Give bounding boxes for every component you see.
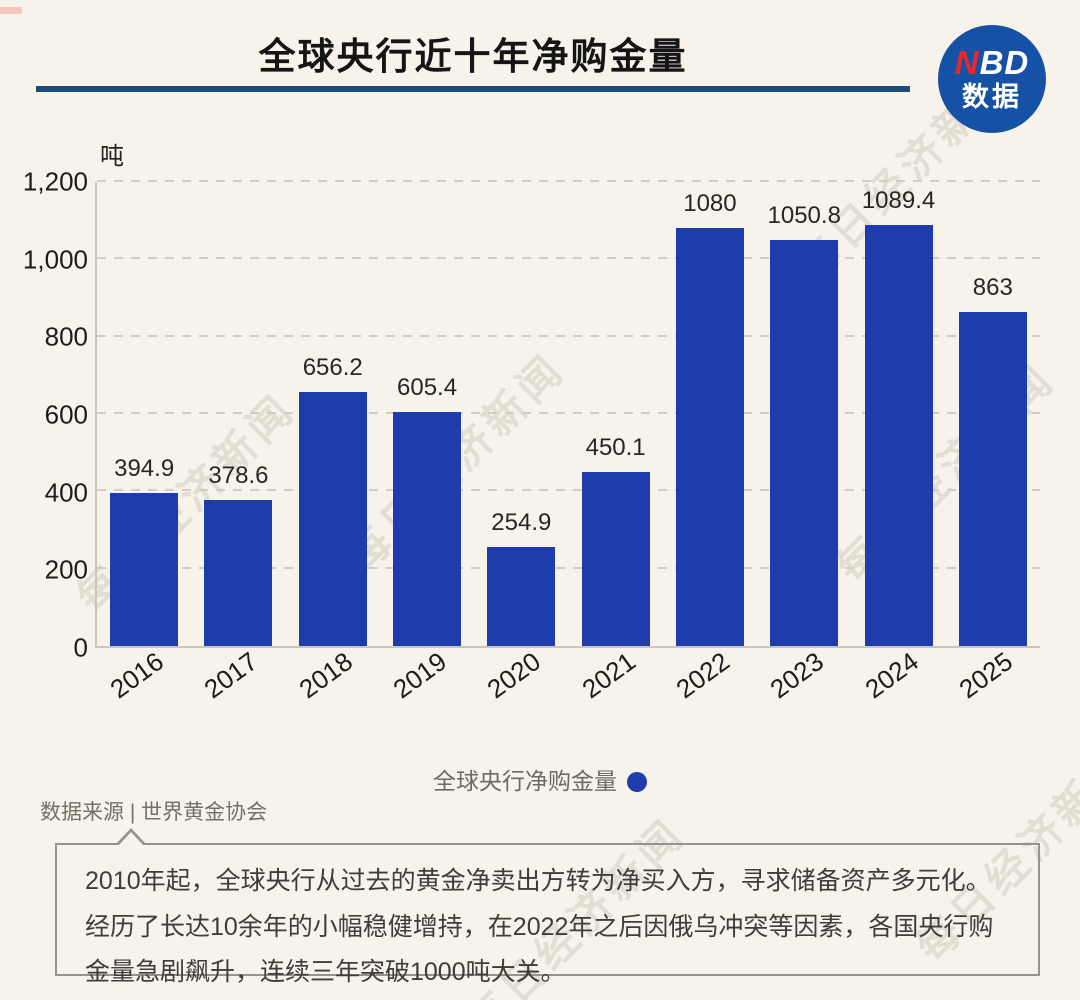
x-tick-label: 2022 <box>670 645 735 705</box>
bar-value-label: 378.6 <box>208 461 269 489</box>
plot-area: 394.9 2016 378.6 2017 656.2 2018 605.4 2019 254.… <box>95 180 1040 705</box>
note-box-notch-fill <box>118 832 144 846</box>
x-tick-label: 2020 <box>481 645 547 705</box>
y-tick-label: 0 <box>73 632 88 663</box>
legend-label: 全球央行净购金量 <box>433 768 617 794</box>
gridline <box>97 180 1040 182</box>
y-tick-label: 600 <box>44 399 88 430</box>
bar-column-2017: 378.6 2017 <box>191 182 285 704</box>
bar-column-2019: 605.4 2019 <box>380 182 474 704</box>
bar-value-label: 254.9 <box>491 509 552 537</box>
x-tick-label: 2019 <box>387 645 453 705</box>
bar-column-2025: 863 2025 <box>946 182 1040 704</box>
bar-column-2021: 450.1 2021 <box>568 182 662 704</box>
gridline <box>97 334 1040 337</box>
y-tick-label: 800 <box>44 321 88 352</box>
bar-value-label: 1089.4 <box>861 186 936 214</box>
bar-value-label: 1080 <box>683 190 737 218</box>
bar-value-label: 1050.8 <box>767 201 841 229</box>
corner-mark <box>0 7 22 14</box>
gridline <box>97 412 1040 414</box>
bar-2019[interactable] <box>393 411 462 646</box>
bar-2018[interactable] <box>298 392 367 646</box>
bar-column-2018: 656.2 2018 <box>286 182 380 704</box>
bar-column-2023: 1050.8 2023 <box>757 182 851 705</box>
y-tick-label: 400 <box>44 477 88 508</box>
x-tick-label: 2018 <box>293 645 358 705</box>
y-axis-tick-labels: 0 200 400 600 800 1,000 1,200 <box>0 167 88 663</box>
x-tick-label: 2025 <box>953 645 1018 705</box>
bar-column-2016: 394.9 2016 <box>97 182 191 704</box>
title-divider <box>36 86 910 92</box>
y-tick-label: 200 <box>44 554 88 585</box>
gridline <box>97 257 1040 260</box>
x-tick-label: 2017 <box>198 645 264 705</box>
x-tick-label: 2016 <box>104 645 170 705</box>
x-tick-label: 2021 <box>576 645 641 705</box>
bar-value-label: 450.1 <box>585 433 646 461</box>
legend-marker-dot <box>627 772 647 792</box>
bar-value-label: 863 <box>972 274 1013 302</box>
gridline <box>97 566 1040 569</box>
page-title: 全球央行近十年净购金量 <box>258 36 688 77</box>
x-tick-label: 2024 <box>859 645 924 705</box>
bar-2020[interactable] <box>487 547 556 646</box>
nbd-logo-wordmark: NBD <box>954 44 1030 81</box>
bar-2021[interactable] <box>581 471 650 646</box>
y-axis-unit-label: 吨 <box>100 143 124 170</box>
bar-2025[interactable] <box>958 312 1027 646</box>
data-source: 数据来源 | 世界黄金协会 <box>40 801 268 824</box>
nbd-logo: NBD 数据 <box>938 25 1046 133</box>
bar-value-label: 656.2 <box>302 354 363 382</box>
bar-column-2022: 1080 2022 <box>663 182 757 704</box>
bar-value-label: 394.9 <box>114 455 175 483</box>
bar-2022[interactable] <box>675 228 744 646</box>
bar-column-2024: 1089.4 2024 <box>851 182 945 704</box>
bar-2017[interactable] <box>204 499 273 646</box>
note-box: 2010年起，全球央行从过去的黄金净卖出方转为净买入方，寻求储备资产多元化。经历… <box>55 828 1040 986</box>
chart-legend: 全球央行净购金量 <box>0 762 1080 796</box>
bar-value-label: 605.4 <box>397 373 458 401</box>
y-tick-label: 1,000 <box>22 244 88 275</box>
bar-2016[interactable] <box>110 493 179 646</box>
note-text: 2010年起，全球央行从过去的黄金净卖出方转为净买入方，寻求储备资产多元化。经历… <box>85 867 994 986</box>
y-tick-label: 1,200 <box>22 166 88 197</box>
bar-2024[interactable] <box>864 224 933 646</box>
bar-column-2020: 254.9 2020 <box>474 182 568 704</box>
nbd-logo-subtitle: 数据 <box>962 82 1022 113</box>
x-tick-label: 2023 <box>764 645 830 705</box>
gridline <box>97 489 1040 492</box>
bar-2023[interactable] <box>770 239 839 646</box>
